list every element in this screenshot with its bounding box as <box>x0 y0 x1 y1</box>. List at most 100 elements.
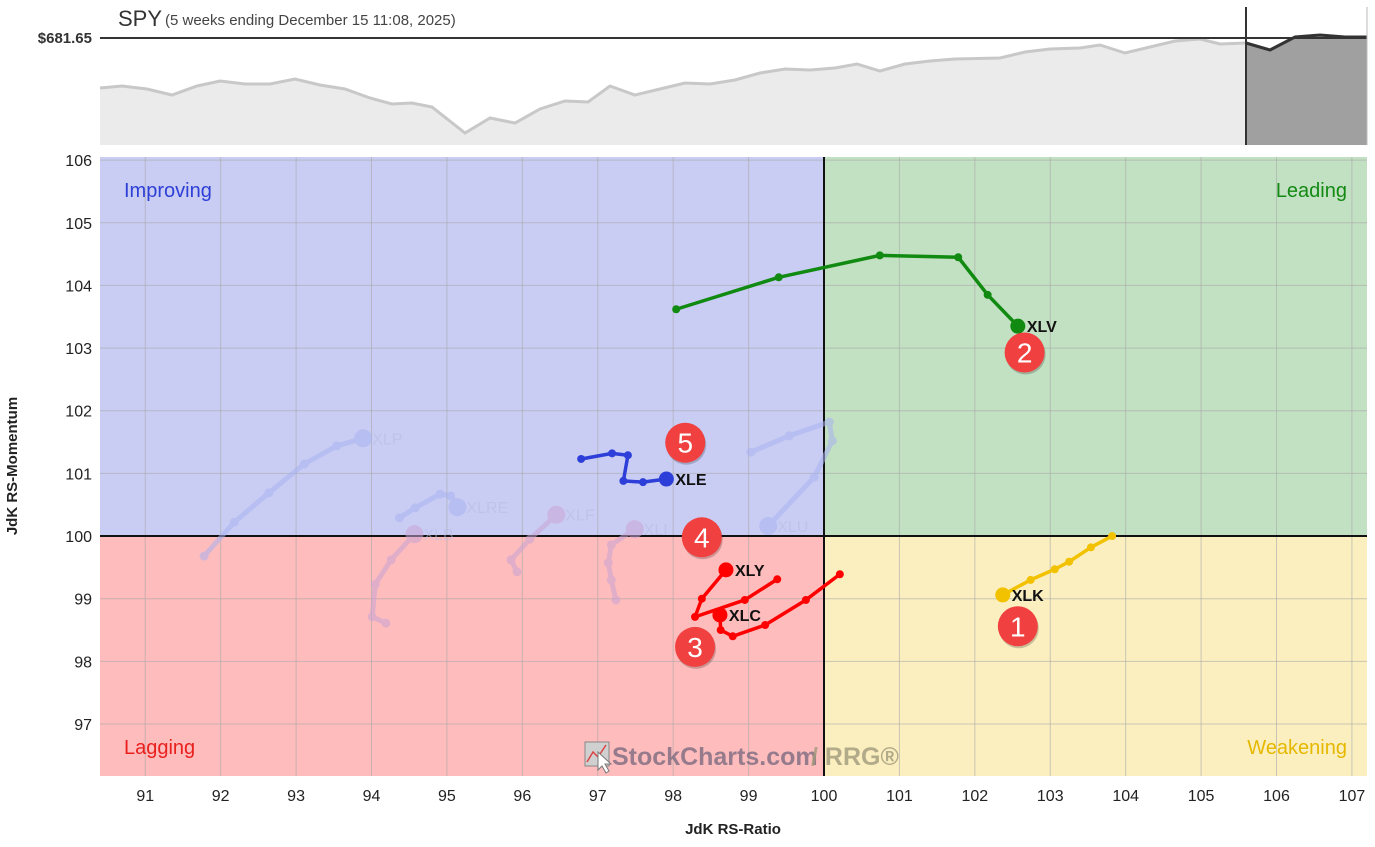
spy-price-panel <box>99 7 1368 145</box>
tail-line <box>201 435 366 559</box>
series-label: XLF <box>565 508 595 525</box>
series-xlv[interactable]: XLV <box>672 251 1057 336</box>
tail-line <box>508 512 559 575</box>
tail-point <box>1050 565 1059 574</box>
series-label: XLP <box>372 431 402 448</box>
annotation-number: 1 <box>1010 611 1026 642</box>
chart-subtitle: (5 weeks ending December 15 11:08, 2025) <box>165 12 456 29</box>
annotation-marker: 2 <box>1004 332 1046 375</box>
tail-point <box>784 431 794 441</box>
tail-point <box>264 488 274 498</box>
head-point[interactable] <box>448 498 467 517</box>
series-xlb[interactable]: XLB <box>367 525 454 628</box>
quadrant-lagging <box>100 536 824 776</box>
tail-point <box>623 451 632 460</box>
head-point[interactable] <box>625 520 644 539</box>
tail-point <box>827 436 837 446</box>
tail-point <box>639 478 647 487</box>
x-tick-label: 102 <box>961 788 988 805</box>
x-tick-label: 101 <box>886 788 913 805</box>
series-label: XLE <box>675 472 706 489</box>
x-tick-label: 97 <box>589 788 607 805</box>
tail-point <box>728 632 737 641</box>
tail-point <box>824 417 834 427</box>
series-xli[interactable]: XLI <box>603 520 668 605</box>
series-xlc[interactable]: XLC <box>712 570 844 641</box>
spy-price-area <box>100 39 1246 145</box>
head-point[interactable] <box>658 471 674 487</box>
tail-point <box>1108 532 1117 541</box>
head-point[interactable] <box>354 429 373 448</box>
tail-point <box>577 454 586 463</box>
x-tick-label: 92 <box>212 788 230 805</box>
series-label: XLK <box>1012 588 1044 605</box>
symbol-title: SPY <box>118 6 162 31</box>
tail-point <box>386 555 396 565</box>
x-tick-label: 105 <box>1188 788 1215 805</box>
y-tick-label: 101 <box>65 466 92 483</box>
annotation-number: 2 <box>1017 337 1033 368</box>
series-label: XLRE <box>466 500 508 517</box>
series-xle[interactable]: XLE <box>577 449 707 489</box>
tail-point <box>367 612 377 622</box>
head-point[interactable] <box>405 525 424 544</box>
tail-point <box>299 459 309 469</box>
x-axis-label: JdK RS-Ratio <box>685 821 781 838</box>
spy-price-area-current <box>1246 35 1367 145</box>
x-tick-label: 94 <box>363 788 381 805</box>
head-point[interactable] <box>547 505 566 524</box>
head-point[interactable] <box>718 562 734 578</box>
watermark-product: / RRG® <box>811 743 899 771</box>
tail-point <box>525 534 535 544</box>
tail-point <box>697 594 706 603</box>
annotation-number: 5 <box>677 428 693 459</box>
watermark: StockCharts.com / RRG® <box>584 741 899 774</box>
x-tick-label: 106 <box>1263 788 1290 805</box>
head-point[interactable] <box>995 587 1011 603</box>
tail-point <box>809 472 819 482</box>
x-tick-label: 91 <box>136 788 154 805</box>
tail-point <box>761 621 770 630</box>
tail-point <box>512 567 522 577</box>
series-label: XLI <box>644 522 668 539</box>
y-tick-label: 103 <box>65 341 92 358</box>
series-xlu[interactable]: XLU <box>746 417 837 537</box>
annotation-marker: 3 <box>675 626 717 669</box>
series-xlk[interactable]: XLK <box>995 532 1117 605</box>
series-xlre[interactable]: XLRE <box>394 489 508 523</box>
quadrant-label-lagging: Lagging <box>124 737 195 759</box>
y-tick-label: 99 <box>74 592 92 609</box>
series-xlp[interactable]: XLP <box>199 429 403 561</box>
tail-point <box>606 575 616 585</box>
series-xlf[interactable]: XLF <box>506 505 595 577</box>
x-tick-label: 93 <box>287 788 305 805</box>
series-label: XLU <box>777 519 808 536</box>
y-tick-label: 105 <box>65 216 92 233</box>
series-label: XLV <box>1027 319 1057 336</box>
x-tick-label: 99 <box>740 788 758 805</box>
x-tick-label: 107 <box>1339 788 1366 805</box>
head-point[interactable] <box>759 517 778 536</box>
tail-point <box>410 503 420 513</box>
tail-point <box>199 551 209 561</box>
quadrant-leading <box>824 157 1367 537</box>
series-xly[interactable]: XLY <box>691 562 782 621</box>
y-tick-label: 98 <box>74 654 92 671</box>
y-tick-label: 104 <box>65 278 92 295</box>
stockcharts-logo-icon <box>584 741 613 774</box>
tail-point <box>774 273 783 282</box>
tail-point <box>954 253 963 262</box>
head-point[interactable] <box>1010 318 1026 334</box>
tail-point <box>229 517 239 527</box>
x-tick-label: 103 <box>1037 788 1064 805</box>
quadrant-label-leading: Leading <box>1276 180 1347 202</box>
tail-point <box>1065 557 1074 566</box>
y-tick-label: 97 <box>74 717 92 734</box>
tail-line <box>674 253 1020 328</box>
y-tick-label: 102 <box>65 404 92 421</box>
head-point[interactable] <box>712 607 728 623</box>
x-tick-label: 96 <box>513 788 531 805</box>
tail-point <box>740 595 749 604</box>
price-label: $681.65 <box>38 30 92 47</box>
